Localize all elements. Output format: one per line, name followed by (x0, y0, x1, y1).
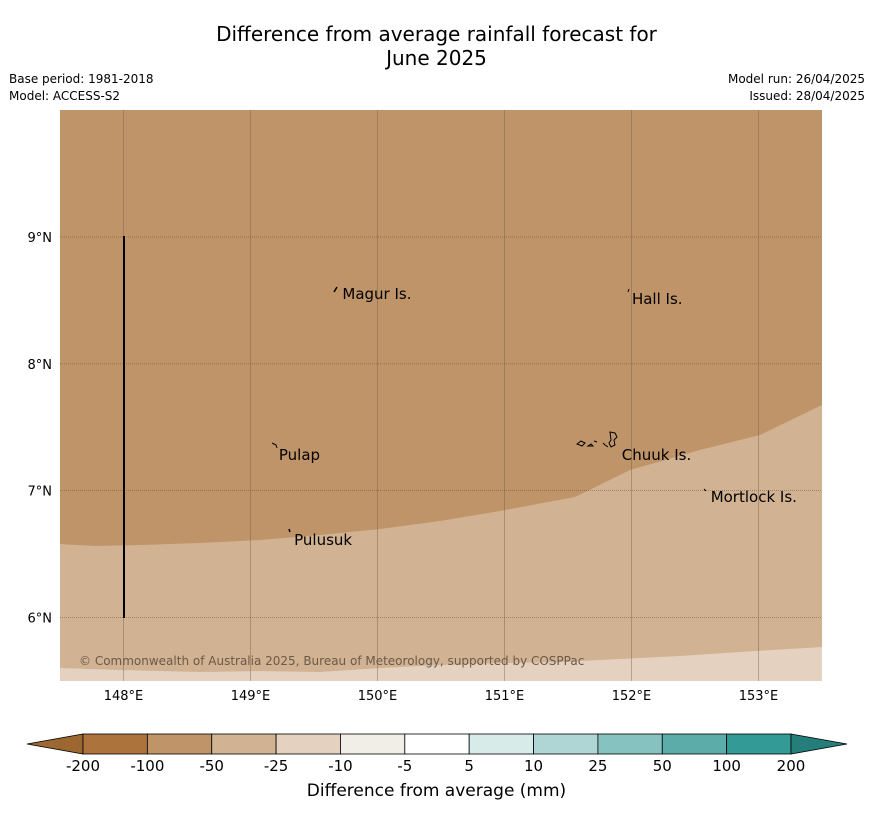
latitude-labels: 9°N 8°N 7°N 6°N (28, 231, 53, 627)
magur-island-icon (333, 286, 338, 293)
colorbar: -200 -100 -50 -25 -10 -5 5 10 25 50 100 200 (26, 733, 848, 775)
hall-island-icon (627, 288, 630, 293)
colorbar-swatch (404, 733, 470, 755)
pulap-island-icon (271, 442, 278, 449)
issued-date: Issued: 28/04/2025 (749, 89, 865, 103)
colorbar-tick-label: -100 (130, 757, 164, 775)
island-outlines (271, 286, 707, 533)
colorbar-swatch (597, 733, 663, 755)
lat-tick-label: 7°N (28, 485, 53, 500)
colorbar-swatch (146, 733, 213, 755)
colorbar-tick-label: -25 (264, 757, 289, 775)
colorbar-tick-label: 50 (653, 757, 672, 775)
pulusuk-island-icon (288, 528, 291, 533)
base-period: Base period: 1981-2018 (9, 72, 154, 86)
lon-tick-label: 149°E (231, 689, 271, 704)
colorbar-tick-label: 100 (712, 757, 741, 775)
colorbar-swatch (211, 733, 277, 755)
model-run: Model run: 26/04/2025 (727, 72, 865, 86)
copyright-notice: © Commonwealth of Australia 2025, Bureau… (79, 654, 584, 668)
map-area: Magur Is. Hall Is. Pulap Chuuk Is. Mortlock … (60, 110, 822, 681)
place-label: Magur Is. (342, 285, 411, 303)
lon-tick-label: 152°E (612, 689, 652, 704)
colorbar-tick-label: -5 (397, 757, 412, 775)
colorbar-tick-label: -10 (328, 757, 353, 775)
chart-title: Difference from average rainfall forecas… (0, 22, 873, 70)
place-label: Pulusuk (294, 531, 352, 549)
place-label: Mortlock Is. (711, 488, 797, 506)
colorbar-tick-label: -200 (66, 757, 100, 775)
colorbar-swatch (468, 733, 534, 755)
mortlock-island-icon (703, 488, 707, 492)
colorbar-swatch (340, 733, 406, 755)
colorbar-swatch (726, 733, 792, 755)
lon-tick-label: 151°E (485, 689, 525, 704)
model-name: Model: ACCESS-S2 (9, 89, 121, 103)
place-label: Pulap (279, 446, 320, 464)
colorbar-swatch (82, 733, 148, 755)
lat-tick-label: 8°N (28, 358, 53, 373)
colorbar-under-arrow (26, 733, 84, 755)
place-label: Hall Is. (632, 290, 683, 308)
title-line-2: June 2025 (386, 46, 487, 70)
longitude-labels: 148°E 149°E 150°E 151°E 152°E 153°E (104, 689, 779, 704)
colorbar-tick-label: -50 (199, 757, 224, 775)
colorbar-title: Difference from average (mm) (306, 781, 567, 801)
title-line-1: Difference from average rainfall forecas… (216, 22, 657, 46)
lat-tick-label: 6°N (28, 612, 53, 627)
colorbar-tick-label: 5 (464, 757, 474, 775)
lon-tick-label: 148°E (104, 689, 144, 704)
place-labels: Magur Is. Hall Is. Pulap Chuuk Is. Mortlock … (279, 285, 797, 549)
chuuk-lagoon-icon (575, 431, 618, 448)
colorbar-swatch (275, 733, 341, 755)
lon-tick-label: 153°E (739, 689, 779, 704)
lon-tick-label: 150°E (358, 689, 398, 704)
colorbar-tick-label: 25 (588, 757, 607, 775)
colorbar-tick-label: 10 (524, 757, 543, 775)
colorbar-swatch (661, 733, 728, 755)
colorbar-over-arrow (790, 733, 848, 755)
colorbar-swatch (533, 733, 599, 755)
place-label: Chuuk Is. (622, 446, 691, 464)
meta-right: Model run: 26/04/2025 Issued: 28/04/2025 (728, 71, 865, 105)
meta-left: Base period: 1981-2018 Model: ACCESS-S2 (9, 71, 154, 105)
lat-tick-label: 9°N (28, 231, 53, 246)
colorbar-tick-label: 200 (777, 757, 806, 775)
